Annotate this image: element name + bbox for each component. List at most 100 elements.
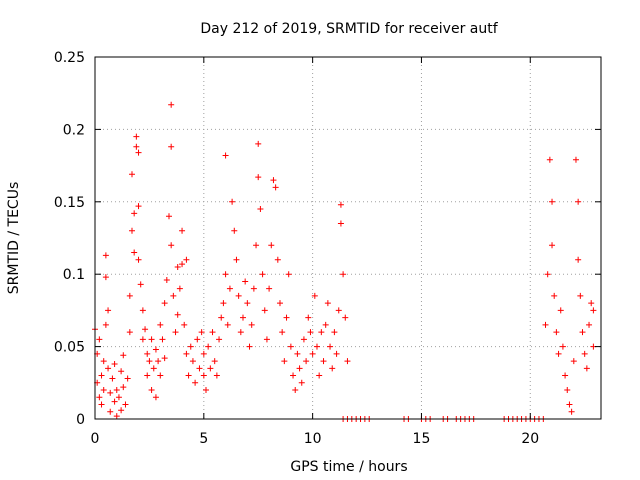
chart-title: Day 212 of 2019, SRMTID for receiver aut… bbox=[200, 21, 498, 37]
data-point bbox=[309, 350, 316, 357]
data-point bbox=[126, 329, 133, 336]
data-point bbox=[150, 365, 157, 372]
data-point bbox=[229, 198, 236, 205]
data-point bbox=[296, 365, 303, 372]
data-point bbox=[152, 346, 159, 353]
data-point bbox=[551, 292, 558, 299]
data-point bbox=[102, 321, 109, 328]
data-point bbox=[220, 300, 227, 307]
data-point bbox=[118, 368, 125, 375]
data-point bbox=[111, 360, 118, 367]
data-point bbox=[276, 300, 283, 307]
data-point bbox=[263, 336, 270, 343]
data-point bbox=[218, 314, 225, 321]
data-point bbox=[168, 242, 175, 249]
data-point bbox=[205, 343, 212, 350]
data-point bbox=[250, 285, 257, 292]
data-point bbox=[242, 278, 249, 285]
data-point bbox=[553, 329, 560, 336]
x-tick-label: 15 bbox=[413, 431, 431, 447]
data-point bbox=[581, 350, 588, 357]
data-point bbox=[135, 256, 142, 263]
data-point bbox=[246, 343, 253, 350]
data-point bbox=[96, 336, 103, 343]
data-point bbox=[279, 329, 286, 336]
data-point bbox=[266, 285, 273, 292]
data-point bbox=[142, 326, 149, 333]
data-point bbox=[102, 252, 109, 259]
axis-ticks: 0 5 10 15 20 0 0.05 0.1 0.15 0.2 0.25 bbox=[54, 50, 601, 447]
data-point bbox=[133, 143, 140, 150]
data-point bbox=[337, 201, 344, 208]
data-point bbox=[100, 358, 107, 365]
data-point bbox=[155, 358, 162, 365]
data-point bbox=[144, 350, 151, 357]
data-point bbox=[572, 156, 579, 163]
data-point bbox=[124, 375, 131, 382]
data-point bbox=[157, 372, 164, 379]
data-point bbox=[113, 387, 120, 394]
data-point bbox=[148, 387, 155, 394]
data-point bbox=[237, 329, 244, 336]
data-point bbox=[333, 350, 340, 357]
plot-frame bbox=[94, 56, 602, 420]
data-point bbox=[300, 336, 307, 343]
data-point bbox=[298, 379, 305, 386]
y-tick-label: 0.15 bbox=[54, 195, 85, 211]
data-point bbox=[562, 372, 569, 379]
data-point bbox=[135, 203, 142, 210]
data-point bbox=[575, 198, 582, 205]
data-point bbox=[583, 365, 590, 372]
data-point bbox=[283, 314, 290, 321]
data-point bbox=[579, 329, 586, 336]
data-point bbox=[542, 321, 549, 328]
data-point bbox=[231, 227, 238, 234]
data-point bbox=[174, 311, 181, 318]
data-point bbox=[568, 408, 575, 415]
data-point bbox=[144, 372, 151, 379]
data-point bbox=[209, 329, 216, 336]
data-point bbox=[207, 365, 214, 372]
grid-lines bbox=[95, 57, 601, 419]
x-tick-label: 10 bbox=[304, 431, 322, 447]
data-point bbox=[257, 206, 264, 213]
x-tick-label: 5 bbox=[199, 431, 208, 447]
data-point bbox=[272, 184, 279, 191]
data-point bbox=[202, 387, 209, 394]
y-tick-label: 0.25 bbox=[54, 50, 85, 66]
data-point bbox=[337, 220, 344, 227]
data-point bbox=[285, 271, 292, 278]
data-point bbox=[118, 407, 125, 414]
data-point bbox=[570, 358, 577, 365]
data-point bbox=[292, 387, 299, 394]
data-point bbox=[128, 227, 135, 234]
data-point bbox=[340, 271, 347, 278]
data-point bbox=[111, 398, 118, 405]
data-point bbox=[172, 329, 179, 336]
data-point bbox=[546, 156, 553, 163]
data-point bbox=[109, 375, 116, 382]
data-point bbox=[122, 401, 129, 408]
data-point bbox=[146, 358, 153, 365]
data-point bbox=[135, 149, 142, 156]
data-point bbox=[105, 365, 112, 372]
data-point bbox=[161, 300, 168, 307]
data-point bbox=[137, 281, 144, 288]
data-point bbox=[303, 358, 310, 365]
data-point bbox=[107, 408, 114, 415]
data-point bbox=[248, 321, 255, 328]
data-point bbox=[342, 314, 349, 321]
data-point bbox=[170, 292, 177, 299]
data-point bbox=[544, 271, 551, 278]
data-point bbox=[187, 343, 194, 350]
data-point bbox=[318, 329, 325, 336]
x-axis-label: GPS time / hours bbox=[290, 459, 407, 475]
data-point bbox=[159, 336, 166, 343]
data-point bbox=[287, 343, 294, 350]
data-point bbox=[200, 350, 207, 357]
data-point bbox=[185, 372, 192, 379]
data-point bbox=[290, 372, 297, 379]
data-point bbox=[100, 387, 107, 394]
data-point bbox=[274, 256, 281, 263]
data-point bbox=[239, 314, 246, 321]
